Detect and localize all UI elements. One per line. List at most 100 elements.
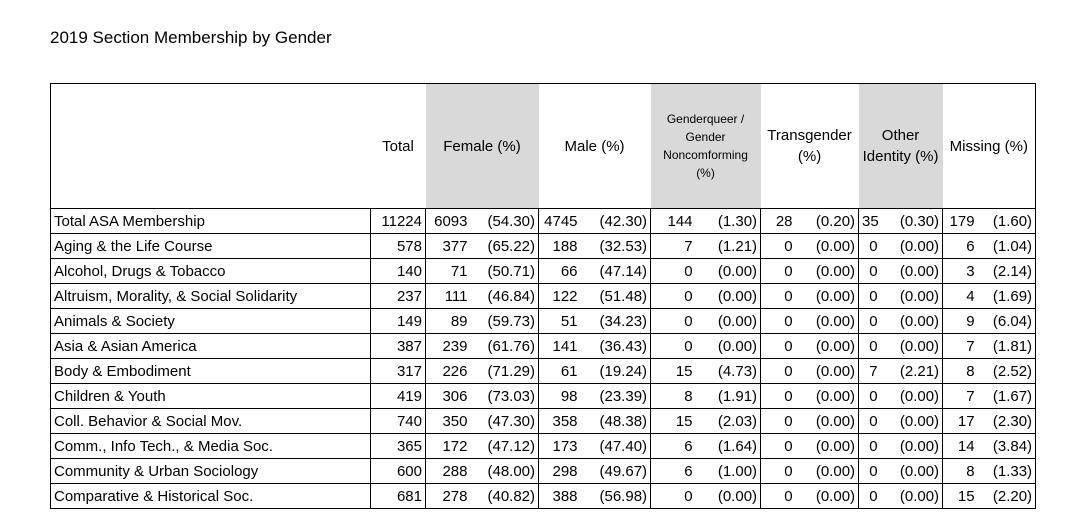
table-body: Total ASA Membership 11224 6093 (54.30) 4745…: [50, 208, 1037, 509]
count-cell: 0: [760, 383, 796, 409]
title: 2019 Section Membership by Gender: [50, 28, 332, 47]
percent-cell: (50.71): [470, 258, 539, 284]
total-cell: 600: [370, 458, 426, 484]
column-header: Genderqueer / Gender Noncomforming (%): [650, 83, 761, 209]
row-label: Body & Embodiment: [50, 358, 371, 384]
count-cell: 179: [942, 208, 978, 234]
count-cell: 0: [858, 333, 881, 359]
percent-cell: (6.04): [977, 308, 1037, 334]
percent-cell: (0.00): [795, 308, 859, 334]
table-row: Comm., Info Tech., & Media Soc. 365 172 (47…: [50, 433, 1037, 459]
count-cell: 15: [650, 358, 696, 384]
count-cell: 188: [538, 233, 581, 259]
count-cell: 51: [538, 308, 581, 334]
percent-cell: (0.00): [695, 258, 761, 284]
count-cell: 350: [425, 408, 471, 434]
membership-table: Total Female (%) Male (%) Genderqueer / …: [50, 83, 1037, 509]
percent-cell: (1.67): [977, 383, 1037, 409]
percent-cell: (0.00): [880, 333, 943, 359]
count-cell: 61: [538, 358, 581, 384]
count-cell: 14: [942, 433, 978, 459]
count-cell: 226: [425, 358, 471, 384]
percent-cell: (2.03): [695, 408, 761, 434]
count-cell: 35: [858, 208, 881, 234]
percent-cell: (0.00): [795, 333, 859, 359]
percent-cell: (0.00): [695, 283, 761, 309]
percent-cell: (4.73): [695, 358, 761, 384]
count-cell: 122: [538, 283, 581, 309]
table-row: Animals & Society 149 89 (59.73) 51 (34.23) 0(…: [50, 308, 1037, 334]
percent-cell: (0.00): [880, 233, 943, 259]
row-label: Children & Youth: [50, 383, 371, 409]
table-row: Children & Youth 419 306 (73.03) 98 (23.39) 8(…: [50, 383, 1037, 409]
count-cell: 0: [650, 333, 696, 359]
count-cell: 0: [858, 433, 881, 459]
count-cell: 173: [538, 433, 581, 459]
count-cell: 7: [858, 358, 881, 384]
percent-cell: (1.91): [695, 383, 761, 409]
percent-cell: (0.00): [795, 458, 859, 484]
count-cell: 0: [650, 308, 696, 334]
percent-cell: (46.84): [470, 283, 539, 309]
count-cell: 89: [425, 308, 471, 334]
count-cell: 144: [650, 208, 696, 234]
total-cell: 140: [370, 258, 426, 284]
count-cell: 9: [942, 308, 978, 334]
percent-cell: (1.33): [977, 458, 1037, 484]
count-cell: 141: [538, 333, 581, 359]
percent-cell: (1.30): [695, 208, 761, 234]
percent-cell: (0.00): [880, 308, 943, 334]
percent-cell: (1.69): [977, 283, 1037, 309]
count-cell: 0: [858, 483, 881, 509]
count-cell: 358: [538, 408, 581, 434]
count-cell: 71: [425, 258, 471, 284]
count-cell: 7: [942, 333, 978, 359]
percent-cell: (59.73): [470, 308, 539, 334]
percent-cell: (0.00): [795, 233, 859, 259]
count-cell: 0: [858, 233, 881, 259]
count-cell: 98: [538, 383, 581, 409]
row-label: Coll. Behavior & Social Mov.: [50, 408, 371, 434]
row-label: Total ASA Membership: [50, 208, 371, 234]
percent-cell: (61.76): [470, 333, 539, 359]
count-cell: 0: [760, 433, 796, 459]
column-header: Missing (%): [942, 83, 1037, 209]
table-row: Community & Urban Sociology 600 288 (48.00)…: [50, 458, 1037, 484]
percent-cell: (2.20): [977, 483, 1037, 509]
count-cell: 8: [650, 383, 696, 409]
percent-cell: (0.00): [880, 483, 943, 509]
row-label: Animals & Society: [50, 308, 371, 334]
count-cell: 0: [760, 258, 796, 284]
percent-cell: (0.00): [880, 283, 943, 309]
table-row: Asia & Asian America 387 239 (61.76) 141 (36.…: [50, 333, 1037, 359]
count-cell: 8: [942, 358, 978, 384]
percent-cell: (0.00): [795, 358, 859, 384]
count-cell: 0: [858, 383, 881, 409]
percent-cell: (2.21): [880, 358, 943, 384]
total-cell: 419: [370, 383, 426, 409]
percent-cell: (54.30): [470, 208, 539, 234]
count-cell: 239: [425, 333, 471, 359]
count-cell: 4: [942, 283, 978, 309]
percent-cell: (19.24): [580, 358, 651, 384]
percent-cell: (0.00): [795, 383, 859, 409]
count-cell: 0: [760, 333, 796, 359]
column-header: Transgender (%): [760, 83, 859, 209]
count-cell: 0: [650, 258, 696, 284]
percent-cell: (0.00): [880, 433, 943, 459]
count-cell: 0: [650, 483, 696, 509]
percent-cell: (0.00): [695, 333, 761, 359]
count-cell: 0: [760, 408, 796, 434]
column-header: Female (%): [425, 83, 539, 209]
percent-cell: (0.00): [880, 458, 943, 484]
total-cell: 578: [370, 233, 426, 259]
percent-cell: (71.29): [470, 358, 539, 384]
count-cell: 0: [858, 283, 881, 309]
percent-cell: (0.00): [795, 433, 859, 459]
percent-cell: (0.30): [880, 208, 943, 234]
column-header: Other Identity (%): [858, 83, 943, 209]
total-cell: 387: [370, 333, 426, 359]
count-cell: 111: [425, 283, 471, 309]
table-row: Alcohol, Drugs & Tobacco 140 71 (50.71) 66 (4…: [50, 258, 1037, 284]
